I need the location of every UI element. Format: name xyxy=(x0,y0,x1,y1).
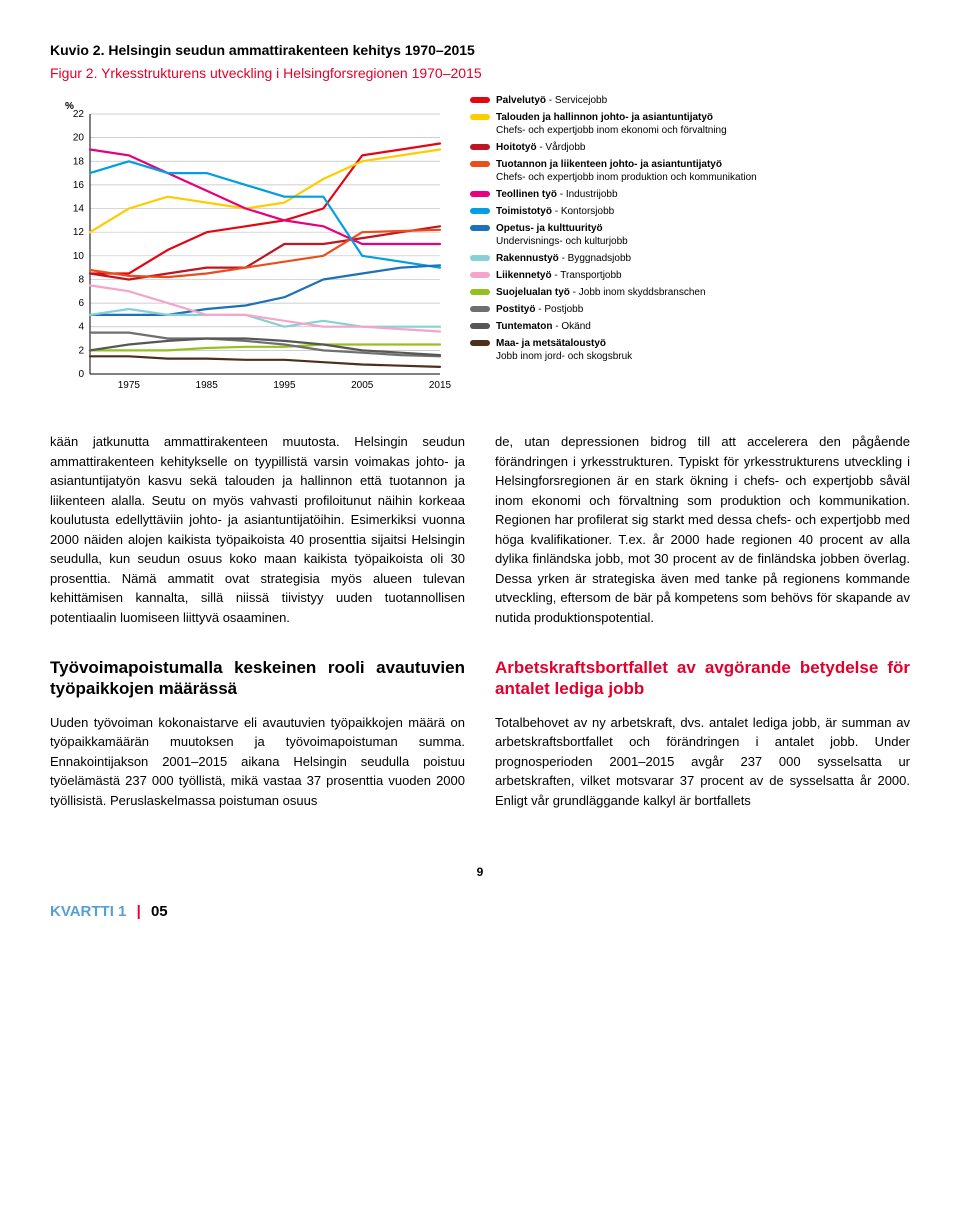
chart-legend: Palvelutyö - Servicejobb Talouden ja hall… xyxy=(470,94,757,394)
legend-item: Talouden ja hallinnon johto- ja asiantun… xyxy=(470,111,757,137)
left-paragraph-1: kään jatkunutta ammattirakenteen muutost… xyxy=(50,432,465,627)
legend-label: Palvelutyö - Servicejobb xyxy=(496,94,607,107)
figure-title-sv: Figur 2. Yrkesstrukturens utveckling i H… xyxy=(50,63,910,84)
left-paragraph-2: Uuden työvoiman kokonaistarve eli avautu… xyxy=(50,713,465,811)
legend-item: Maa- ja metsätaloustyöJobb inom jord- oc… xyxy=(470,337,757,363)
page-number: 9 xyxy=(50,863,910,881)
legend-label: Suojelualan työ - Jobb inom skyddsbransc… xyxy=(496,286,706,299)
footer-brand-text: KVARTTI 1 xyxy=(50,903,126,920)
legend-item: Suojelualan työ - Jobb inom skyddsbransc… xyxy=(470,286,757,299)
legend-label: Teollinen työ - Industrijobb xyxy=(496,188,618,201)
legend-swatch xyxy=(470,161,490,167)
legend-label: Opetus- ja kulttuurityöUndervisnings- oc… xyxy=(496,222,628,248)
line-chart: %024681012141618202219751985199520052015 xyxy=(50,94,460,394)
svg-text:20: 20 xyxy=(73,133,85,144)
svg-text:14: 14 xyxy=(73,204,85,215)
svg-text:8: 8 xyxy=(78,274,84,285)
svg-text:4: 4 xyxy=(78,322,84,333)
legend-swatch xyxy=(470,306,490,312)
svg-text:0: 0 xyxy=(78,369,84,380)
svg-text:22: 22 xyxy=(73,109,85,120)
legend-swatch xyxy=(470,340,490,346)
legend-item: Tuotannon ja liikenteen johto- ja asiant… xyxy=(470,158,757,184)
legend-item: Tuntematon - Okänd xyxy=(470,320,757,333)
footer-sep-icon: | xyxy=(137,903,141,920)
footer-brand: KVARTTI 1 | 05 xyxy=(50,901,910,924)
body-columns: kään jatkunutta ammattirakenteen muutost… xyxy=(50,419,910,823)
legend-item: Opetus- ja kulttuurityöUndervisnings- oc… xyxy=(470,222,757,248)
svg-text:2015: 2015 xyxy=(429,380,452,391)
legend-item: Rakennustyö - Byggnadsjobb xyxy=(470,252,757,265)
legend-label: Talouden ja hallinnon johto- ja asiantun… xyxy=(496,111,727,137)
svg-text:6: 6 xyxy=(78,298,84,309)
svg-text:2005: 2005 xyxy=(351,380,374,391)
left-column: kään jatkunutta ammattirakenteen muutost… xyxy=(50,419,465,823)
legend-swatch xyxy=(470,255,490,261)
legend-swatch xyxy=(470,272,490,278)
svg-text:10: 10 xyxy=(73,251,85,262)
legend-swatch xyxy=(470,191,490,197)
legend-item: Toimistotyö - Kontorsjobb xyxy=(470,205,757,218)
figure-title-fi: Kuvio 2. Helsingin seudun ammattirakente… xyxy=(50,40,910,61)
figure-row: %024681012141618202219751985199520052015… xyxy=(50,94,910,394)
right-column: de, utan depressionen bidrog till att ac… xyxy=(495,419,910,823)
svg-text:2: 2 xyxy=(78,345,84,356)
legend-label: Postityö - Postjobb xyxy=(496,303,583,316)
legend-label: Liikennetyö - Transportjobb xyxy=(496,269,622,282)
right-paragraph-2: Totalbehovet av ny arbetskraft, dvs. ant… xyxy=(495,713,910,811)
svg-text:12: 12 xyxy=(73,227,85,238)
legend-swatch xyxy=(470,225,490,231)
right-heading: Arbetskraftsbortfallet av avgörande bety… xyxy=(495,657,910,700)
right-paragraph-1: de, utan depressionen bidrog till att ac… xyxy=(495,432,910,627)
legend-swatch xyxy=(470,114,490,120)
legend-swatch xyxy=(470,97,490,103)
legend-swatch xyxy=(470,208,490,214)
svg-text:1975: 1975 xyxy=(118,380,141,391)
svg-text:18: 18 xyxy=(73,156,85,167)
legend-label: Maa- ja metsätaloustyöJobb inom jord- oc… xyxy=(496,337,632,363)
legend-label: Hoitotyö - Vårdjobb xyxy=(496,141,585,154)
svg-text:1985: 1985 xyxy=(196,380,219,391)
legend-swatch xyxy=(470,289,490,295)
footer-year: 05 xyxy=(151,903,168,920)
legend-item: Teollinen työ - Industrijobb xyxy=(470,188,757,201)
legend-label: Tuotannon ja liikenteen johto- ja asiant… xyxy=(496,158,757,184)
left-heading: Työvoimapoistumalla keskeinen rooli avau… xyxy=(50,657,465,700)
legend-item: Palvelutyö - Servicejobb xyxy=(470,94,757,107)
svg-text:1995: 1995 xyxy=(273,380,296,391)
legend-label: Tuntematon - Okänd xyxy=(496,320,591,333)
legend-item: Hoitotyö - Vårdjobb xyxy=(470,141,757,154)
legend-label: Toimistotyö - Kontorsjobb xyxy=(496,205,614,218)
svg-text:16: 16 xyxy=(73,180,85,191)
legend-swatch xyxy=(470,144,490,150)
legend-item: Postityö - Postjobb xyxy=(470,303,757,316)
legend-item: Liikennetyö - Transportjobb xyxy=(470,269,757,282)
legend-label: Rakennustyö - Byggnadsjobb xyxy=(496,252,631,265)
legend-swatch xyxy=(470,323,490,329)
